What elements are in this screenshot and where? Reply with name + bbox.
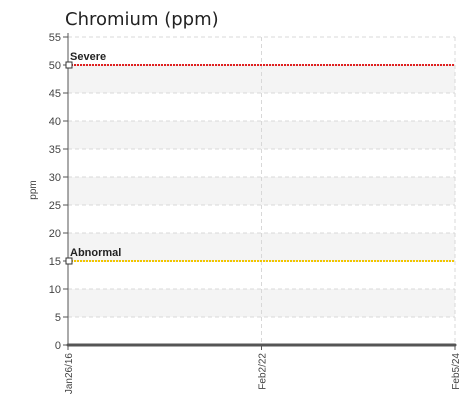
y-tick-label: 55 (49, 32, 61, 44)
y-tick-label: 50 (49, 60, 61, 72)
threshold-lines: Severe Abnormal (65, 51, 455, 265)
threshold-label: Abnormal (70, 247, 121, 259)
chart-title: Chromium (ppm) (65, 9, 219, 30)
y-tick-label: 30 (49, 172, 61, 184)
data-point (66, 343, 70, 347)
x-tick-labels: Jan26/16 Feb2/22 Feb5/24 (64, 353, 462, 395)
x-tick-label: Feb5/24 (451, 353, 462, 390)
axes (63, 33, 456, 350)
threshold-marker (65, 61, 73, 69)
y-tick-label: 15 (49, 256, 61, 268)
y-tick-labels: 0 5 10 15 20 25 30 35 40 45 50 55 (49, 32, 61, 352)
y-tick-label: 35 (49, 144, 61, 156)
y-tick-label: 25 (49, 200, 61, 212)
y-tick-label: 40 (49, 116, 61, 128)
data-point (453, 343, 457, 347)
threshold-label: Severe (70, 51, 106, 63)
y-tick-label: 5 (55, 312, 61, 324)
data-series (66, 343, 457, 347)
y-axis-label: ppm (28, 180, 39, 199)
data-point (260, 343, 263, 347)
x-tick-label: Jan26/16 (64, 353, 75, 395)
x-tick-label: Feb2/22 (258, 353, 269, 390)
y-tick-label: 45 (49, 88, 61, 100)
threshold-marker (65, 257, 73, 265)
y-tick-label: 10 (49, 284, 61, 296)
y-tick-label: 20 (49, 228, 61, 240)
y-tick-label: 0 (55, 340, 61, 352)
